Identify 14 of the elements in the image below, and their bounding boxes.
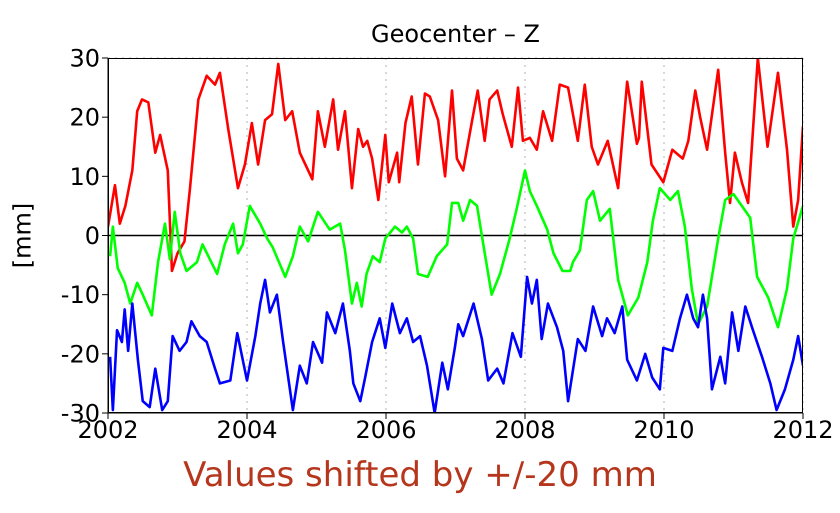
x-tick-label: 2012 [772, 416, 834, 444]
x-tick-label: 2006 [355, 416, 417, 444]
y-tick-label: 20 [69, 104, 100, 132]
x-tick-label: 2004 [216, 416, 278, 444]
y-tick-label: 0 [84, 222, 100, 250]
text: Values shifted by +/-20 mm [182, 455, 658, 495]
y-tick-label: -10 [60, 281, 100, 310]
x-tick-label: 2010 [633, 416, 695, 444]
y-tick-label: -20 [60, 340, 100, 368]
chart-title: Geocenter – Z [370, 20, 541, 48]
y-tick-label: 10 [69, 162, 100, 191]
y-tick-label: 30 [69, 44, 100, 73]
x-tick-label: 2008 [494, 416, 556, 444]
y-axis-title: [mm] [8, 202, 37, 268]
